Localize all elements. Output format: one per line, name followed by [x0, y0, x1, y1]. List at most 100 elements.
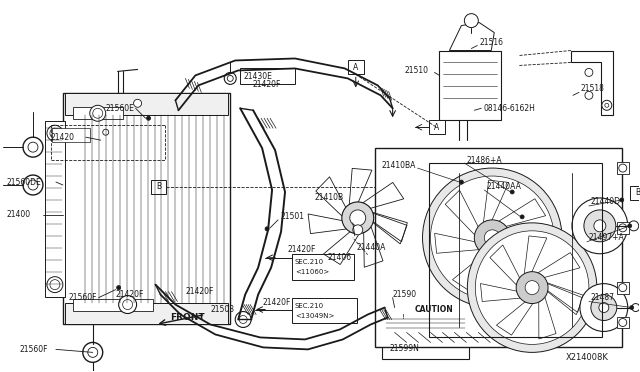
- Bar: [73, 299, 152, 311]
- Text: 21420F: 21420F: [186, 287, 214, 296]
- Text: 21516: 21516: [479, 38, 503, 47]
- Text: B: B: [156, 183, 161, 192]
- Circle shape: [353, 225, 363, 235]
- Circle shape: [474, 220, 510, 256]
- Bar: [45, 121, 65, 296]
- Circle shape: [23, 175, 43, 195]
- Text: 21599N: 21599N: [390, 344, 419, 353]
- Circle shape: [118, 296, 136, 314]
- Bar: [630, 186, 640, 200]
- Bar: [292, 254, 354, 280]
- Bar: [374, 148, 622, 347]
- Bar: [617, 317, 628, 328]
- Circle shape: [350, 210, 365, 226]
- Text: 21420F: 21420F: [116, 290, 144, 299]
- Text: X214008K: X214008K: [566, 353, 609, 362]
- Bar: [617, 282, 628, 294]
- Bar: [150, 180, 166, 194]
- Bar: [240, 68, 295, 84]
- Text: 21400: 21400: [6, 211, 30, 219]
- Circle shape: [227, 76, 233, 81]
- Circle shape: [599, 302, 609, 312]
- Circle shape: [620, 198, 624, 202]
- Text: A: A: [353, 63, 358, 72]
- Circle shape: [134, 99, 141, 107]
- Text: <11060>: <11060>: [295, 269, 329, 275]
- Circle shape: [580, 283, 628, 331]
- Text: 21501: 21501: [280, 212, 304, 221]
- Text: 21410B: 21410B: [315, 193, 344, 202]
- Circle shape: [476, 231, 589, 344]
- Text: 21406: 21406: [328, 253, 352, 262]
- Text: B: B: [635, 189, 640, 198]
- Text: 21560F: 21560F: [69, 293, 97, 302]
- Text: 08146-6162H: 08146-6162H: [483, 104, 535, 113]
- Bar: [65, 93, 228, 115]
- Circle shape: [467, 223, 597, 352]
- Bar: [429, 120, 445, 134]
- Text: 21487: 21487: [591, 293, 615, 302]
- Circle shape: [619, 224, 627, 232]
- Circle shape: [239, 315, 247, 324]
- Bar: [429, 163, 602, 337]
- Circle shape: [50, 128, 60, 138]
- Text: 21440D: 21440D: [591, 198, 621, 206]
- Circle shape: [116, 286, 121, 290]
- Polygon shape: [449, 23, 494, 51]
- Circle shape: [90, 105, 106, 121]
- Circle shape: [50, 280, 60, 290]
- Text: 21560F: 21560F: [19, 345, 47, 354]
- Circle shape: [628, 224, 632, 228]
- Circle shape: [585, 92, 593, 99]
- Circle shape: [28, 180, 38, 190]
- Text: A: A: [434, 123, 439, 132]
- Circle shape: [619, 318, 627, 327]
- Text: 21510: 21510: [404, 66, 429, 75]
- Text: 21440AA: 21440AA: [486, 182, 521, 190]
- Circle shape: [572, 198, 628, 254]
- Circle shape: [431, 176, 554, 299]
- Text: !: !: [401, 314, 404, 320]
- Text: SEC.210: SEC.210: [295, 302, 324, 308]
- Circle shape: [88, 347, 98, 357]
- Circle shape: [484, 230, 500, 246]
- Bar: [617, 162, 628, 174]
- Text: FRONT: FRONT: [170, 313, 205, 322]
- Circle shape: [83, 342, 102, 362]
- Circle shape: [584, 210, 616, 242]
- Circle shape: [628, 221, 639, 231]
- Circle shape: [123, 299, 132, 310]
- Circle shape: [47, 277, 63, 293]
- Text: 21440A: 21440A: [356, 243, 386, 252]
- Text: 21420: 21420: [51, 133, 75, 142]
- Circle shape: [93, 108, 102, 118]
- Bar: [63, 93, 230, 324]
- Circle shape: [525, 280, 539, 295]
- Polygon shape: [571, 51, 613, 115]
- Circle shape: [602, 100, 612, 110]
- Text: 21590: 21590: [392, 290, 417, 299]
- Circle shape: [147, 116, 150, 120]
- Circle shape: [460, 180, 463, 184]
- Text: 21503: 21503: [211, 305, 234, 314]
- Text: 21518: 21518: [581, 84, 605, 93]
- Circle shape: [510, 190, 514, 194]
- Bar: [381, 295, 469, 333]
- Bar: [617, 222, 628, 234]
- Circle shape: [630, 305, 634, 310]
- Text: CAUTION: CAUTION: [415, 305, 453, 314]
- Circle shape: [585, 68, 593, 76]
- Circle shape: [605, 103, 609, 107]
- Text: 21410BA: 21410BA: [381, 161, 416, 170]
- Circle shape: [23, 137, 43, 157]
- Circle shape: [28, 142, 38, 152]
- Circle shape: [236, 311, 251, 327]
- Text: 21420F: 21420F: [287, 245, 316, 254]
- Bar: [73, 107, 123, 119]
- Circle shape: [594, 220, 606, 232]
- Text: 21486+A: 21486+A: [467, 155, 502, 164]
- Circle shape: [632, 304, 640, 311]
- Circle shape: [422, 168, 562, 308]
- Bar: [292, 298, 356, 324]
- Circle shape: [619, 164, 627, 172]
